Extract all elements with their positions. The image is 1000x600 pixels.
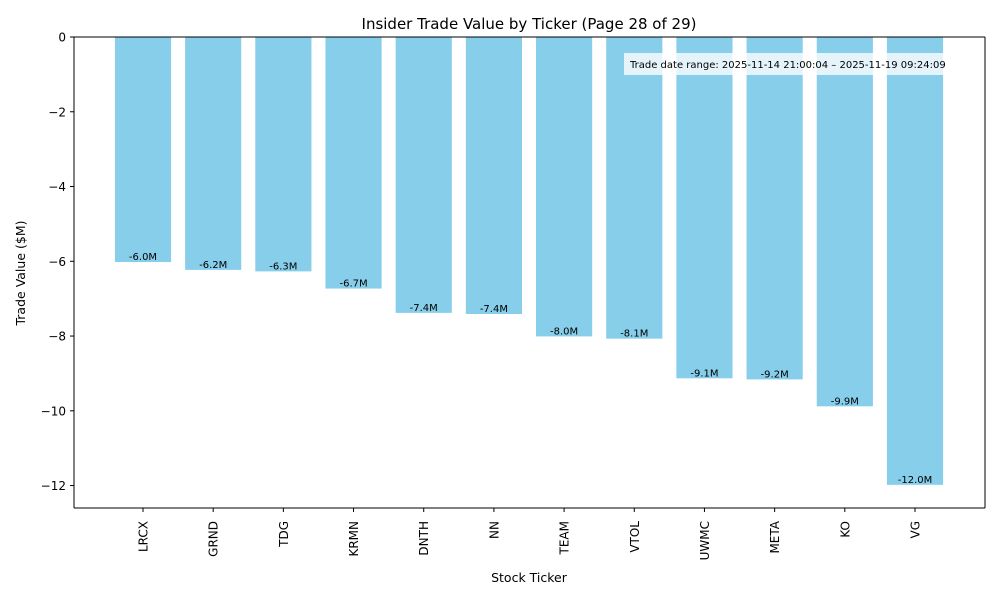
bar-uwmc bbox=[676, 37, 733, 379]
y-tick-label: −10 bbox=[41, 404, 66, 418]
y-tick-label: −12 bbox=[41, 479, 66, 493]
data-label-meta: -9.2M bbox=[761, 369, 789, 380]
x-tick-label-team: TEAM bbox=[558, 521, 572, 555]
x-tick-label-vtol: VTOL bbox=[628, 521, 642, 553]
data-label-nn: -7.4M bbox=[480, 304, 508, 315]
bar-meta bbox=[746, 37, 803, 380]
data-label-vg: -12.0M bbox=[898, 475, 933, 486]
data-label-krmn: -6.7M bbox=[339, 279, 367, 290]
y-tick-label: −8 bbox=[48, 330, 66, 344]
bar-krmn bbox=[325, 37, 382, 289]
x-tick-label-vg: VG bbox=[909, 521, 923, 539]
bar-lrcx bbox=[114, 37, 172, 263]
y-tick-label: 0 bbox=[58, 31, 66, 45]
chart-title: Insider Trade Value by Ticker (Page 28 o… bbox=[362, 15, 697, 33]
bar-team bbox=[536, 37, 593, 337]
x-tick-label-nn: NN bbox=[487, 521, 501, 539]
x-tick-label-meta: META bbox=[768, 520, 782, 553]
x-tick-label-uwmc: UWMC bbox=[698, 521, 712, 560]
bar-dnth bbox=[395, 37, 452, 313]
annotation-text: Trade date range: 2025-11-14 21:00:04 – … bbox=[629, 60, 946, 71]
plot-area: -6.0M -6.2M -6.3M -6.7M -7.4M -7.4M -8.0M -8.1M… bbox=[41, 31, 986, 560]
y-axis-label: Trade Value ($M) bbox=[13, 221, 28, 327]
y-tick-label: −4 bbox=[48, 180, 66, 194]
data-label-lrcx: -6.0M bbox=[129, 252, 157, 263]
data-label-ko: -9.9M bbox=[831, 396, 859, 407]
x-tick-label-grnd: GRND bbox=[207, 521, 221, 557]
bar-vg bbox=[886, 37, 944, 485]
x-tick-label-lrcx: LRCX bbox=[137, 521, 151, 552]
data-label-dnth: -7.4M bbox=[410, 303, 438, 314]
data-label-vtol: -8.1M bbox=[620, 329, 648, 340]
data-label-team: -8.0M bbox=[550, 326, 578, 337]
bar-ko bbox=[816, 37, 873, 407]
x-axis-label: Stock Ticker bbox=[491, 570, 568, 585]
x-tick-label-tdg: TDG bbox=[277, 521, 291, 548]
bar-tdg bbox=[255, 37, 312, 272]
bar-vtol bbox=[606, 37, 663, 339]
x-tick-label-krmn: KRMN bbox=[347, 521, 361, 557]
data-label-grnd: -6.2M bbox=[199, 260, 227, 271]
x-tick-label-dnth: DNTH bbox=[417, 521, 431, 556]
data-label-uwmc: -9.1M bbox=[690, 368, 718, 379]
bar-grnd bbox=[185, 37, 242, 270]
x-tick-label-ko: KO bbox=[838, 521, 852, 538]
y-tick-label: −2 bbox=[48, 105, 66, 119]
annotation-box bbox=[624, 53, 986, 75]
data-label-tdg: -6.3M bbox=[269, 261, 297, 272]
bar-nn bbox=[465, 37, 522, 314]
y-tick-label: −6 bbox=[48, 255, 66, 269]
